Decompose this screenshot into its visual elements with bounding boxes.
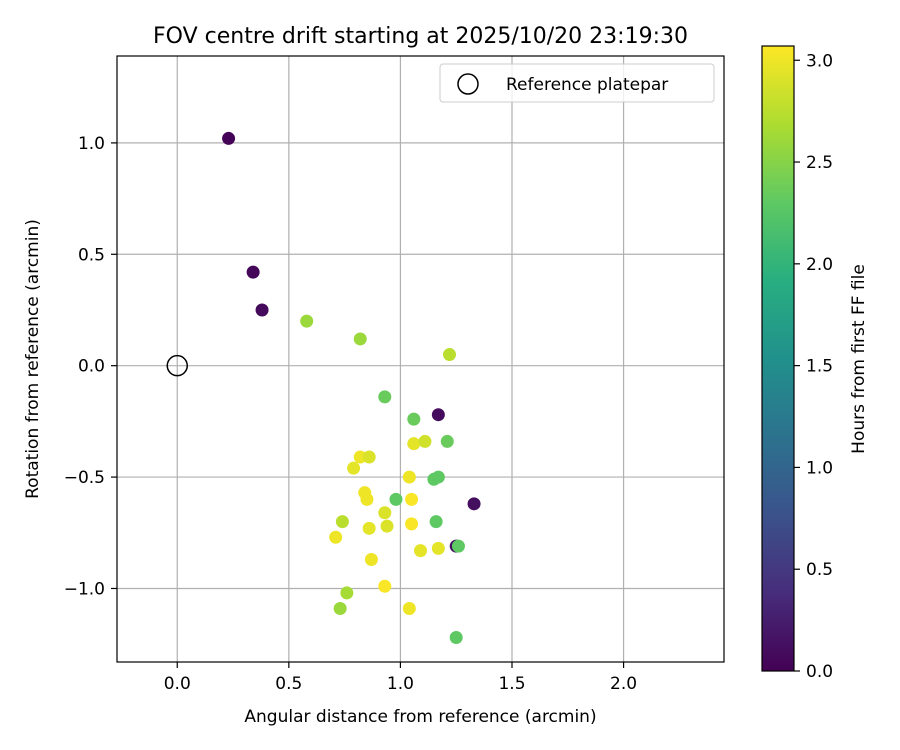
legend-marker-reference — [457, 73, 479, 95]
data-point — [300, 314, 314, 328]
x-tick-label: 1.5 — [498, 674, 525, 694]
y-tick-label: −0.5 — [64, 468, 105, 488]
data-point — [407, 412, 421, 426]
data-point — [451, 539, 465, 553]
y-tick-label: 0.5 — [78, 245, 105, 265]
data-point — [364, 553, 378, 567]
data-point — [353, 450, 367, 464]
reference-platepar-marker — [166, 354, 189, 377]
colorbar-tick-label: 1.0 — [806, 458, 833, 478]
legend: Reference platepar — [439, 63, 715, 103]
grid — [117, 56, 724, 662]
colorbar-tick-label: 0.5 — [806, 560, 833, 580]
data-point — [222, 131, 236, 145]
x-tick-label: 1.0 — [387, 674, 414, 694]
colorbar: 0.0 0.5 1.0 1.5 2.0 2.5 3.0 Hours from first F… — [761, 45, 869, 682]
colorbar-tick-label: 3.0 — [806, 51, 833, 71]
data-point — [405, 492, 419, 506]
data-point — [431, 470, 445, 484]
data-point — [255, 303, 269, 317]
data-point — [246, 265, 260, 279]
colorbar-tick-label: 1.5 — [806, 357, 833, 377]
colorbar-tick-label: 0.0 — [806, 662, 833, 682]
data-point — [378, 390, 392, 404]
data-point — [378, 579, 392, 593]
data-point — [347, 461, 361, 475]
data-point — [431, 541, 445, 555]
data-point — [333, 602, 347, 616]
colorbar-tick-label: 2.5 — [806, 153, 833, 173]
data-point — [418, 434, 432, 448]
y-axis-ticks: −1.0 −0.5 0.0 0.5 1.0 — [64, 134, 117, 599]
data-point — [362, 521, 376, 535]
x-tick-label: 0.5 — [275, 674, 302, 694]
plot-frame — [116, 55, 725, 663]
data-point — [414, 544, 427, 558]
data-point — [402, 470, 416, 484]
x-tick-label: 0.0 — [164, 674, 191, 694]
data-point — [443, 348, 457, 362]
data-point — [378, 506, 392, 520]
y-tick-label: 1.0 — [78, 134, 105, 154]
data-point — [429, 515, 443, 529]
colorbar-tick-label: 2.0 — [806, 255, 833, 275]
x-tick-label: 2.0 — [610, 674, 637, 694]
colorbar-label: Hours from first FF file — [849, 264, 869, 454]
legend-label-reference: Reference platepar — [506, 75, 668, 95]
x-axis-label: Angular distance from reference (arcmin) — [244, 707, 596, 727]
data-point — [405, 517, 419, 531]
data-point — [380, 519, 394, 533]
data-point — [407, 437, 421, 451]
data-point — [449, 630, 463, 644]
x-axis-ticks: 0.0 0.5 1.0 1.5 2.0 — [164, 662, 637, 694]
data-point — [353, 332, 367, 346]
chart-title: FOV centre drift starting at 2025/10/20 … — [153, 24, 688, 49]
data-point — [329, 530, 343, 544]
colorbar-gradient — [761, 45, 795, 672]
data-point — [389, 492, 403, 506]
data-point — [431, 408, 445, 422]
y-tick-label: −1.0 — [64, 579, 105, 599]
y-tick-label: 0.0 — [78, 357, 105, 377]
legend-box — [439, 63, 715, 103]
reference-layer — [166, 354, 189, 377]
data-points — [222, 131, 481, 644]
data-point — [340, 586, 354, 600]
data-point — [402, 602, 416, 616]
data-point — [362, 450, 376, 464]
colorbar-ticks: 0.0 0.5 1.0 1.5 2.0 2.5 3.0 — [794, 51, 833, 682]
y-axis-label: Rotation from reference (arcmin) — [23, 219, 43, 499]
data-point — [335, 515, 349, 529]
data-point — [440, 434, 454, 448]
data-point — [360, 492, 374, 506]
data-point — [467, 497, 481, 511]
